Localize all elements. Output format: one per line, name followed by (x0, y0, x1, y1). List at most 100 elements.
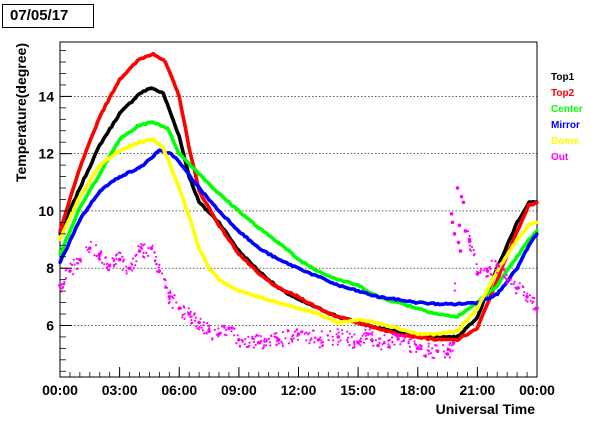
data-point (451, 340, 456, 345)
data-point (292, 337, 295, 340)
data-point (121, 268, 124, 271)
data-point (193, 313, 196, 316)
data-point (449, 350, 452, 353)
data-point (522, 294, 525, 297)
data-point (168, 301, 171, 304)
data-point (514, 292, 518, 295)
data-point (157, 149, 161, 153)
data-point (371, 340, 374, 343)
data-point (121, 255, 124, 258)
data-point (155, 270, 158, 273)
data-point (61, 283, 64, 286)
data-point (453, 289, 456, 292)
data-point (257, 226, 261, 230)
data-point (177, 134, 181, 139)
data-point (254, 343, 257, 347)
data-point (277, 300, 281, 305)
legend-item-dome: Dome (551, 136, 579, 147)
data-point (296, 258, 301, 262)
data-point (480, 267, 483, 270)
data-point (194, 316, 197, 319)
data-point (356, 340, 359, 343)
data-point (489, 267, 492, 270)
data-point (416, 332, 420, 336)
data-point (495, 283, 499, 287)
legend-item-center: Center (551, 104, 583, 115)
data-point (177, 186, 181, 190)
data-point (201, 329, 204, 332)
data-point (68, 269, 72, 273)
data-point (337, 331, 340, 334)
data-point (455, 329, 460, 333)
data-point (146, 254, 150, 257)
data-point (187, 146, 191, 150)
data-point (356, 318, 360, 322)
data-point (203, 332, 206, 335)
data-point (515, 220, 519, 224)
data-point (332, 339, 335, 342)
data-point (63, 283, 66, 286)
data-point (163, 60, 167, 64)
data-point (490, 259, 493, 262)
data-point (241, 340, 244, 343)
data-point (442, 344, 445, 347)
data-point (217, 223, 221, 227)
data-point (132, 267, 135, 270)
data-point (158, 263, 161, 266)
data-point (442, 350, 446, 353)
data-point (535, 229, 539, 233)
data-point (135, 253, 138, 256)
data-point (361, 334, 364, 337)
data-point (455, 315, 460, 319)
data-point (269, 344, 272, 347)
data-point (151, 137, 156, 141)
data-point (190, 319, 193, 322)
data-point (252, 346, 255, 349)
axes: 00:00 03:00 06:00 09:00 12:00 15:00 18:00 21:00… (38, 50, 555, 398)
data-point (125, 269, 128, 272)
data-point (417, 345, 420, 349)
data-point (211, 337, 214, 340)
data-point (165, 126, 169, 130)
data-point (71, 263, 74, 267)
data-point (444, 352, 448, 355)
data-point (455, 186, 460, 190)
data-point (251, 337, 254, 340)
data-point (449, 211, 454, 216)
data-point (296, 328, 299, 331)
data-point (169, 295, 172, 298)
data-point (151, 51, 156, 56)
data-point (468, 248, 472, 251)
data-point (132, 257, 135, 260)
data-point (372, 344, 375, 347)
data-point (314, 336, 317, 339)
data-point (137, 91, 142, 96)
data-point (153, 251, 156, 254)
data-point (416, 300, 420, 305)
x-axis-label: Universal Time (436, 401, 536, 417)
data-point (413, 340, 416, 343)
data-point (504, 276, 507, 279)
data-point (130, 263, 133, 266)
data-point (118, 137, 122, 141)
data-point (158, 269, 161, 272)
data-point (416, 335, 420, 339)
x-tick-label: 00:00 (42, 382, 78, 398)
data-point (244, 338, 247, 341)
data-point (335, 333, 338, 336)
data-point (336, 315, 340, 319)
data-point (336, 343, 339, 346)
data-point (518, 282, 521, 285)
data-point (142, 251, 145, 255)
data-point (187, 307, 190, 310)
data-point (76, 262, 79, 265)
x-tick-label: 18:00 (400, 382, 436, 398)
data-point (535, 232, 539, 236)
data-point (356, 289, 360, 293)
data-point (259, 342, 262, 345)
data-point (164, 286, 167, 289)
data-point (190, 321, 193, 324)
data-point (310, 337, 313, 340)
data-point (376, 343, 380, 348)
data-point (485, 269, 490, 273)
